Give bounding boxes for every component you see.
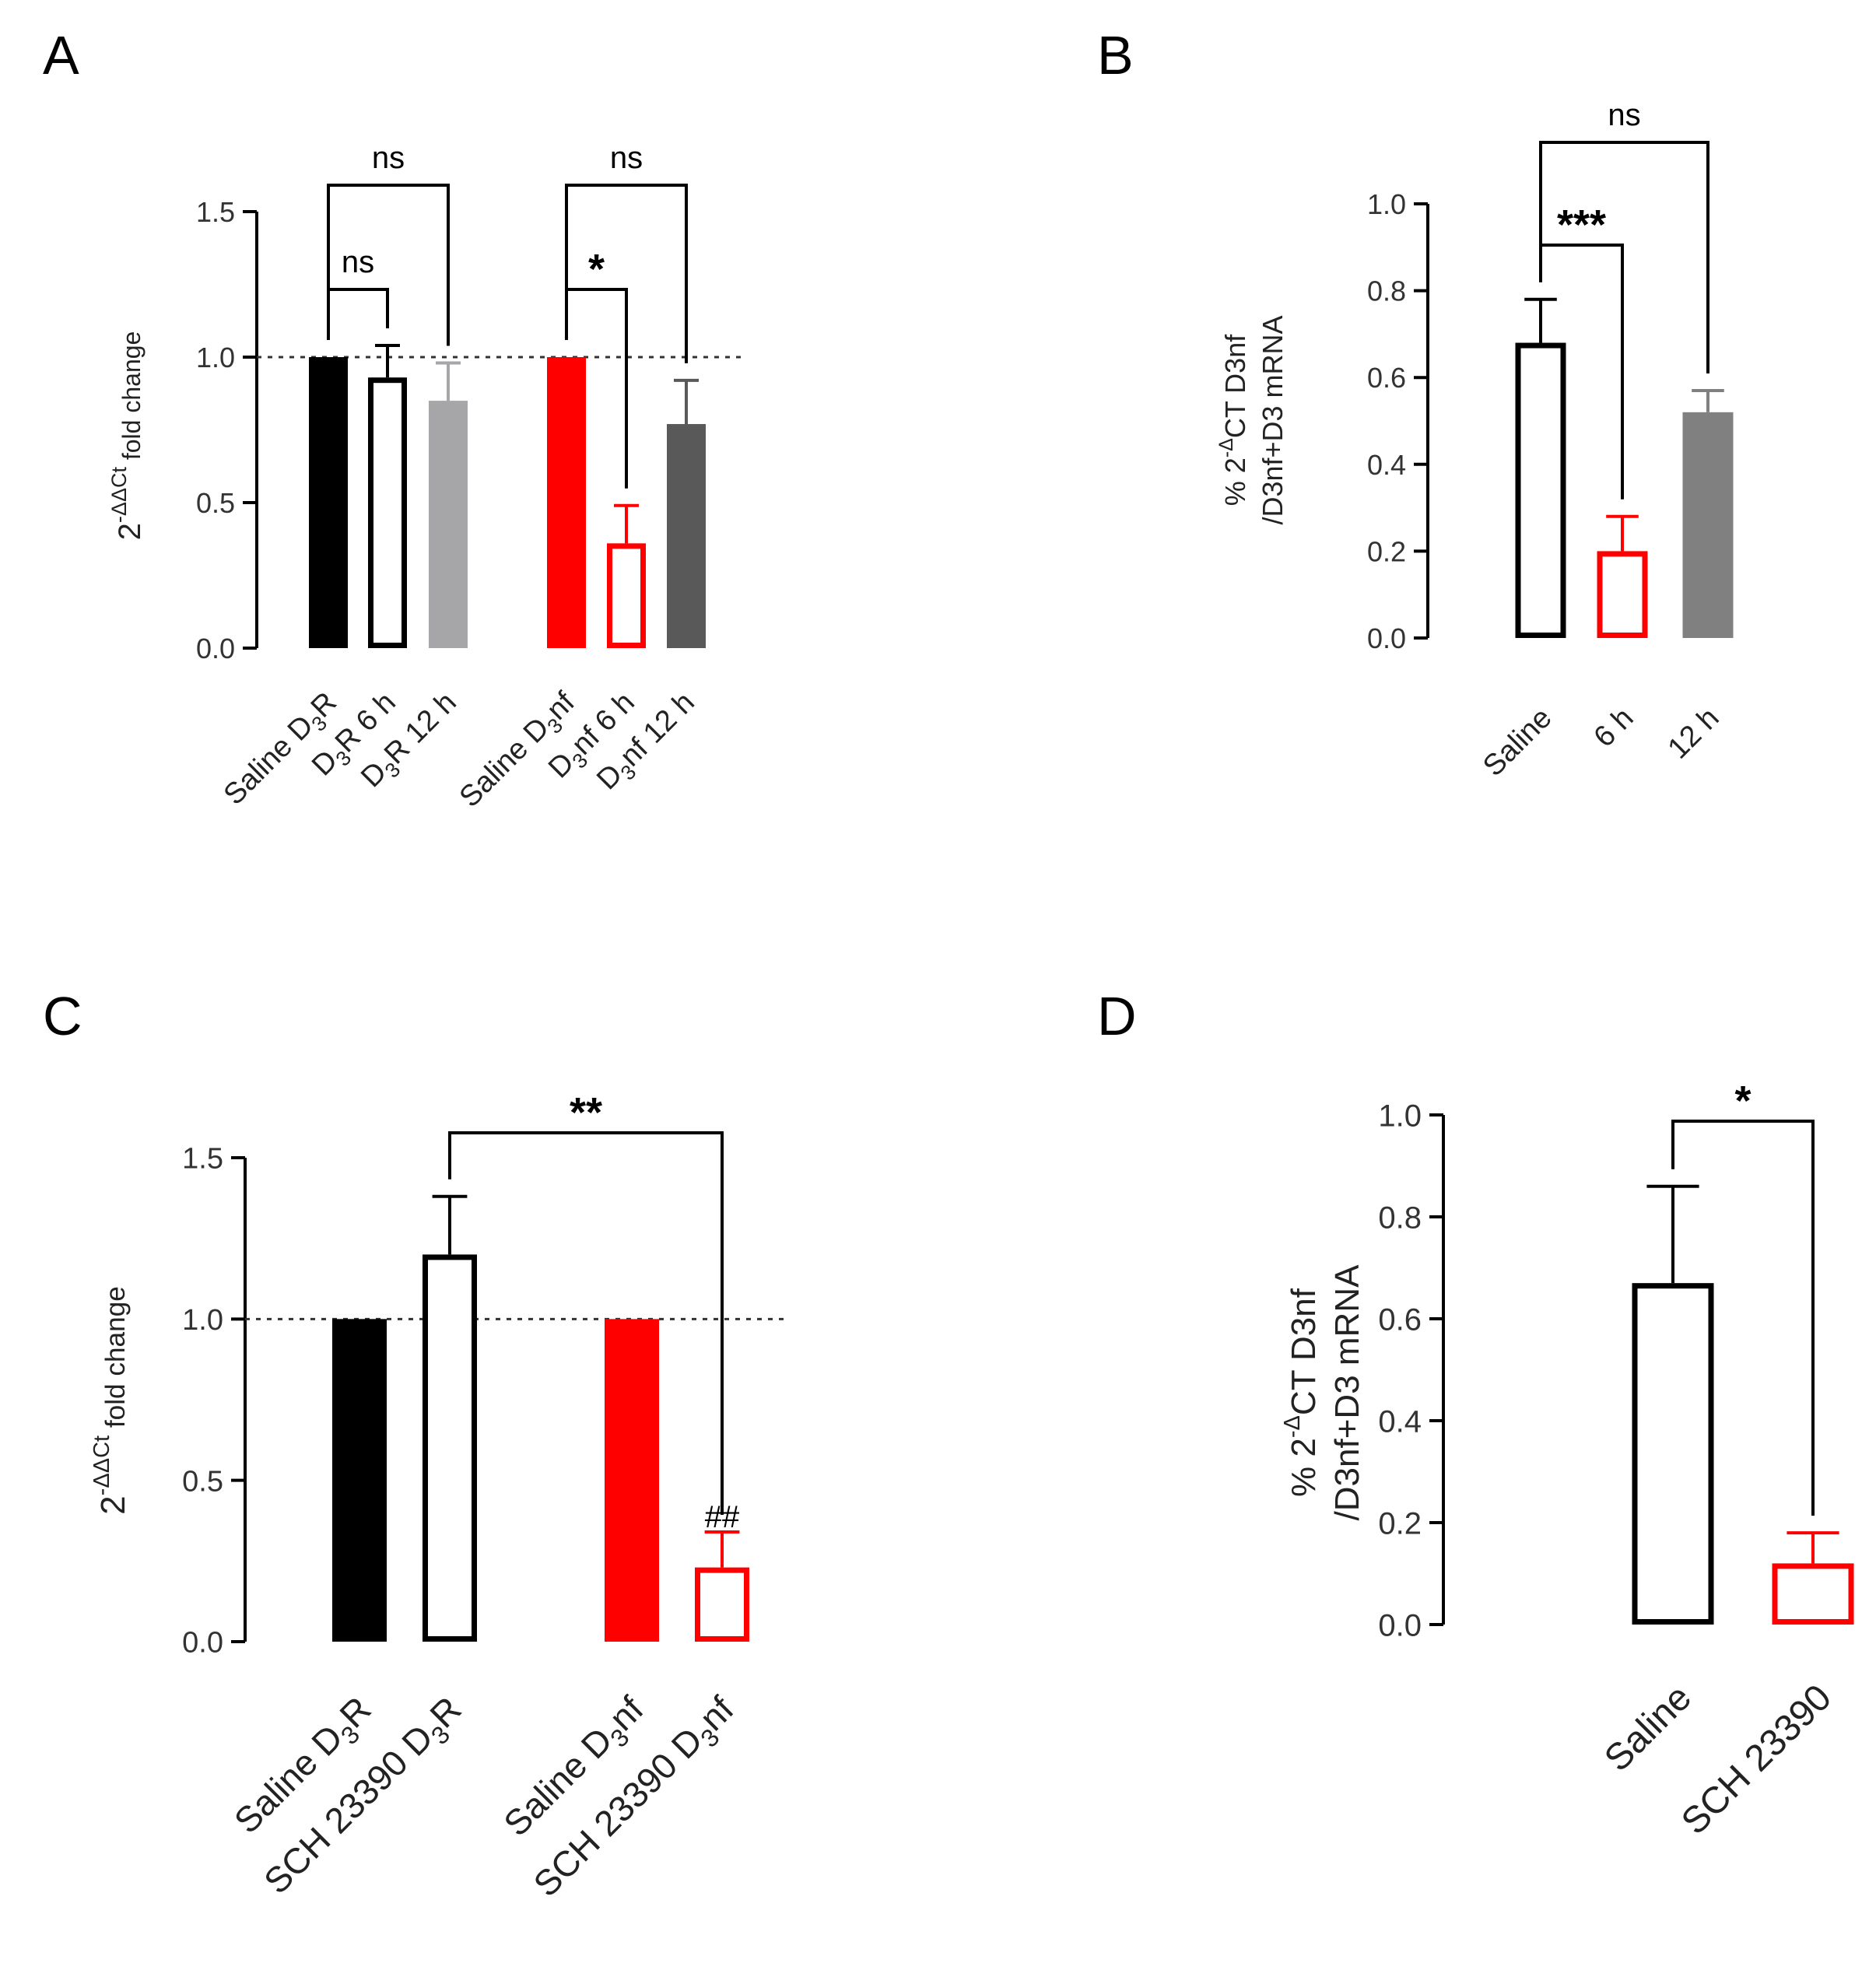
comparison-bracket — [327, 288, 389, 340]
y-tick-label: 0.4 — [1367, 449, 1406, 481]
y-axis-label-line1: % 2-ΔCT D3nf — [1215, 334, 1251, 506]
bar — [695, 1567, 749, 1642]
x-tick-label: Saline D3nf — [454, 685, 585, 817]
y-tick-label: 0.5 — [182, 1465, 223, 1498]
bar — [423, 1254, 477, 1642]
y-label-exponent: -Δ — [1215, 438, 1237, 457]
comparison-bracket — [565, 184, 688, 363]
comparison-bracket — [327, 184, 450, 346]
y-axis-label: % 2-ΔCT D3nf/D3nf+D3 mRNA — [1215, 315, 1289, 524]
y-axis-label: 2-ΔΔCt fold change — [107, 331, 147, 541]
panel-label: C — [43, 986, 82, 1046]
y-axis-label-text: 2-ΔΔCt fold change — [89, 1286, 132, 1515]
bar — [429, 401, 468, 648]
y-axis-label: % 2-ΔCT D3nf/D3nf+D3 mRNA — [1280, 1264, 1366, 1521]
bar — [1515, 342, 1566, 638]
annotation-label: ## — [705, 1500, 740, 1534]
comparison-bracket — [1671, 1120, 1815, 1516]
significance-label: *** — [1557, 202, 1606, 248]
x-tick-label: Saline — [1597, 1677, 1699, 1779]
y-tick-label: 0.6 — [1378, 1302, 1422, 1337]
panel-d: D 0.0 0.2 0.4 0.6 0.8 1.0 % 2-ΔCT D3nf/D3nf+D3 … — [1097, 986, 1854, 1842]
panel-label: B — [1097, 25, 1134, 86]
bar — [1632, 1283, 1714, 1625]
x-tick-label: SCH 23390 — [1674, 1677, 1839, 1842]
y-tick-label: 1.5 — [196, 196, 235, 228]
x-tick-label-text: 6 h — [1588, 702, 1640, 754]
y-tick-label: 1.5 — [182, 1143, 223, 1176]
bar — [1772, 1563, 1854, 1625]
panel-c: C0.00.51.01.52-ΔΔCt fold change**##Salin… — [43, 986, 786, 1905]
bar — [547, 357, 586, 648]
y-axis-label-line2: /D3nf+D3 mRNA — [1328, 1264, 1366, 1521]
bar — [667, 424, 706, 648]
y-tick-label: 0.2 — [1367, 535, 1406, 567]
x-tick-label: 6 h — [1588, 702, 1640, 754]
y-label-exponent: -Δ — [1280, 1415, 1305, 1438]
y-tick-label: 0.6 — [1367, 362, 1406, 394]
panel-label: D — [1097, 986, 1137, 1046]
y-tick-label: 0.8 — [1378, 1201, 1422, 1235]
y-label-exponent: -ΔΔCt — [89, 1435, 114, 1495]
bar — [605, 1319, 659, 1642]
y-tick-label: 1.0 — [1367, 188, 1406, 220]
y-label-exponent: -ΔΔCt — [107, 467, 131, 524]
panel-a: A 0.0 0.5 1.0 1.5 2-ΔΔCt fold change ns ns * ns Sa… — [43, 25, 747, 817]
y-tick-label: 1.0 — [182, 1304, 223, 1337]
comparison-bracket — [1539, 141, 1709, 373]
y-label-rest: fold change — [100, 1286, 131, 1435]
y-tick-label: 0.0 — [1367, 622, 1406, 654]
y-tick-label: 0.0 — [196, 633, 235, 664]
panel-label: A — [43, 25, 79, 86]
bar — [1682, 412, 1734, 638]
significance-label: ns — [342, 245, 374, 279]
y-tick-label: 0.4 — [1378, 1404, 1422, 1439]
label-part: Saline D — [454, 712, 556, 814]
y-tick-label: 1.0 — [1378, 1099, 1422, 1133]
bar — [332, 1319, 387, 1642]
x-tick-label-text: Saline D3nf — [454, 685, 585, 817]
y-axis-label-line2: /D3nf+D3 mRNA — [1257, 315, 1289, 524]
bar — [1597, 551, 1648, 639]
y-tick-label: 0.0 — [1378, 1608, 1422, 1642]
bar — [309, 357, 348, 648]
y-label-base: 2 — [113, 523, 147, 540]
x-tick-label-text: Saline — [1597, 1677, 1699, 1779]
y-label-pre: % 2 — [1285, 1438, 1323, 1497]
y-tick-label: 0.2 — [1378, 1506, 1422, 1541]
significance-label: ns — [610, 141, 643, 175]
x-tick-label-text: 12 h — [1662, 702, 1726, 766]
y-axis-label-text: 2-ΔΔCt fold change — [107, 331, 147, 541]
significance-label: * — [588, 246, 605, 293]
y-axis-label: 2-ΔΔCt fold change — [89, 1286, 132, 1515]
y-axis-label-line1: % 2-ΔCT D3nf — [1280, 1288, 1323, 1497]
y-label-pre: % 2 — [1219, 457, 1251, 506]
y-tick-label: 0.8 — [1367, 275, 1406, 307]
y-tick-label: 0.0 — [182, 1627, 223, 1660]
y-label-post: CT D3nf — [1219, 334, 1251, 438]
significance-label: ns — [1608, 98, 1640, 132]
y-tick-label: 1.0 — [196, 342, 235, 373]
bar — [368, 377, 407, 648]
significance-label: * — [1734, 1078, 1751, 1124]
y-label-rest: fold change — [117, 331, 146, 467]
significance-label: ** — [570, 1089, 602, 1136]
x-tick-label-text: Saline — [1477, 702, 1558, 783]
significance-label: ns — [372, 141, 405, 175]
x-tick-label-text: SCH 23390 — [1674, 1677, 1839, 1842]
x-tick-label: 12 h — [1662, 702, 1726, 766]
y-label-post: CT D3nf — [1285, 1288, 1323, 1415]
bar — [607, 543, 646, 648]
y-label-base: 2 — [94, 1495, 132, 1514]
comparison-bracket — [448, 1131, 724, 1516]
label-part: Saline D — [218, 710, 320, 811]
panel-b: B 0.0 0.2 0.4 0.6 0.8 1.0 % 2-ΔCT D3nf/D3nf+D3 … — [1097, 25, 1734, 783]
x-tick-label: Saline — [1477, 702, 1558, 783]
y-tick-label: 0.5 — [196, 487, 235, 519]
